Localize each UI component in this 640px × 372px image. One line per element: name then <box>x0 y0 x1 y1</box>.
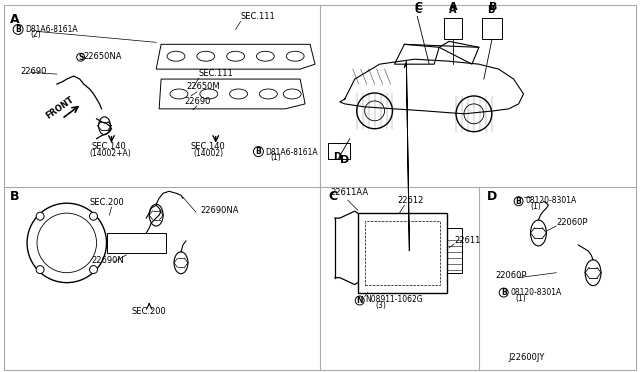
Text: SEC.200: SEC.200 <box>90 198 124 207</box>
Text: 22611AA: 22611AA <box>330 188 368 197</box>
Text: (14002): (14002) <box>193 148 223 157</box>
Text: B: B <box>487 4 494 15</box>
Bar <box>365 221 440 285</box>
Text: (3): (3) <box>376 301 387 311</box>
Text: S: S <box>78 53 83 62</box>
Text: B: B <box>15 25 21 34</box>
Text: 22690N: 22690N <box>92 256 124 265</box>
Text: B: B <box>10 190 20 203</box>
Text: SEC.111: SEC.111 <box>241 13 275 22</box>
Bar <box>444 17 462 39</box>
Text: (1): (1) <box>270 154 281 163</box>
Bar <box>482 17 502 39</box>
Text: C: C <box>414 1 422 12</box>
Bar <box>328 142 350 158</box>
Text: (2): (2) <box>30 31 41 39</box>
Text: 22612: 22612 <box>397 196 424 205</box>
Text: 22690: 22690 <box>20 67 47 76</box>
Text: 22690: 22690 <box>184 97 211 106</box>
Text: (1): (1) <box>531 202 541 211</box>
Bar <box>106 233 166 253</box>
Circle shape <box>36 212 44 220</box>
Text: C: C <box>414 4 422 15</box>
Text: SEC.111: SEC.111 <box>199 69 234 78</box>
Text: 22650M: 22650M <box>186 82 220 91</box>
Text: 08120-8301A: 08120-8301A <box>525 196 577 205</box>
Text: A: A <box>449 1 458 12</box>
Text: B: B <box>255 147 261 156</box>
Circle shape <box>90 266 97 273</box>
Text: D81A6-8161A: D81A6-8161A <box>266 148 318 157</box>
Text: N08911-1062G: N08911-1062G <box>365 295 423 305</box>
Text: A: A <box>449 4 456 15</box>
Bar <box>447 228 462 273</box>
Text: FRONT: FRONT <box>44 95 76 121</box>
Text: SEC.140: SEC.140 <box>92 142 126 151</box>
Text: D: D <box>487 190 497 203</box>
Text: N: N <box>356 296 363 305</box>
Text: (14002+A): (14002+A) <box>90 148 131 157</box>
Text: 22611: 22611 <box>454 236 481 245</box>
Text: 22060P: 22060P <box>496 271 527 280</box>
Text: D: D <box>340 155 349 166</box>
Text: SEC.140: SEC.140 <box>191 142 226 151</box>
Text: 08120-8301A: 08120-8301A <box>511 288 562 296</box>
Text: 22650NA: 22650NA <box>84 52 122 61</box>
Text: SEC.200: SEC.200 <box>131 307 166 317</box>
Text: 22060P: 22060P <box>556 218 588 227</box>
Circle shape <box>36 266 44 273</box>
Text: J22600JY: J22600JY <box>509 353 545 362</box>
Text: B: B <box>516 197 522 206</box>
Circle shape <box>90 212 97 220</box>
Text: A: A <box>10 13 20 26</box>
Text: D: D <box>333 153 341 163</box>
Text: B: B <box>501 288 507 297</box>
Text: B: B <box>489 1 497 12</box>
Text: D81A6-8161A: D81A6-8161A <box>25 25 77 34</box>
Text: C: C <box>328 190 337 203</box>
Text: 22690NA: 22690NA <box>201 206 239 215</box>
Text: (1): (1) <box>516 294 526 302</box>
